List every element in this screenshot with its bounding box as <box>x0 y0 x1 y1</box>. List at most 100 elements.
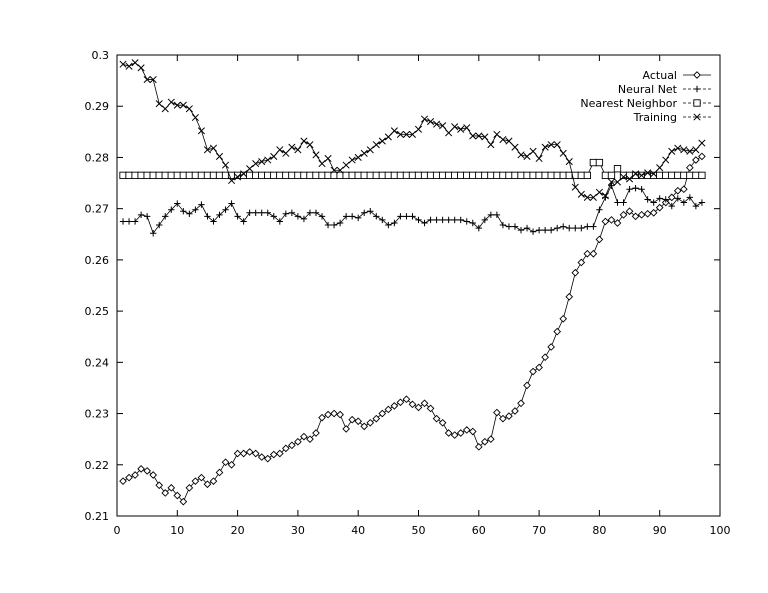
data-point-nearest-neighbor <box>348 171 356 180</box>
data-point-training <box>619 173 628 181</box>
data-point-training <box>469 132 477 140</box>
data-point-training <box>632 170 640 178</box>
data-point-neural-net <box>246 209 253 216</box>
x-tick-label: 100 <box>710 524 731 537</box>
data-point-training <box>179 101 187 109</box>
data-point-neural-net <box>300 215 308 223</box>
data-point-training <box>427 118 435 126</box>
data-point-actual <box>251 449 260 458</box>
data-point-actual <box>360 422 369 431</box>
data-point-training <box>638 171 646 179</box>
data-point-actual <box>438 418 447 427</box>
data-point-neural-net <box>698 199 706 206</box>
data-point-neural-net <box>608 182 615 189</box>
data-point-training <box>475 132 483 140</box>
data-point-training <box>185 105 193 113</box>
data-point-neural-net <box>149 230 157 237</box>
data-point-actual <box>173 491 182 500</box>
data-point-actual <box>282 444 290 453</box>
data-point-nearest-neighbor <box>469 171 477 180</box>
data-point-neural-net <box>463 218 470 225</box>
data-point-training <box>258 157 266 166</box>
data-point-actual <box>487 435 495 444</box>
legend-marker-actual <box>693 71 701 79</box>
data-point-neural-net <box>294 213 302 220</box>
data-point-training <box>252 160 260 168</box>
data-point-nearest-neighbor <box>306 171 314 180</box>
data-point-neural-net <box>288 209 296 216</box>
y-tick-label: 0.3 <box>92 49 110 62</box>
x-tick-label: 60 <box>472 524 486 537</box>
data-point-actual <box>390 402 399 410</box>
data-point-actual <box>535 363 543 372</box>
data-point-training <box>577 190 585 198</box>
data-point-neural-net <box>547 226 555 234</box>
data-point-neural-net <box>626 186 633 193</box>
data-point-actual <box>565 292 574 301</box>
data-point-actual <box>426 404 435 413</box>
data-point-training <box>662 156 670 164</box>
data-point-training <box>481 133 489 141</box>
data-point-training <box>125 62 133 70</box>
data-point-training <box>228 176 236 185</box>
data-point-nearest-neighbor <box>246 171 254 180</box>
data-point-actual <box>505 412 513 420</box>
data-point-actual <box>348 415 357 424</box>
data-point-actual <box>643 209 652 218</box>
data-point-neural-net <box>342 213 350 220</box>
data-point-nearest-neighbor <box>402 171 411 180</box>
data-point-actual <box>161 489 170 497</box>
x-tick-label: 80 <box>592 524 606 537</box>
data-point-nearest-neighbor <box>445 171 453 180</box>
data-point-neural-net <box>511 223 519 230</box>
data-point-neural-net <box>692 202 700 210</box>
data-point-actual <box>698 152 706 161</box>
data-point-actual <box>583 249 592 258</box>
series-line-neural-net <box>123 184 703 235</box>
data-point-neural-net <box>174 200 181 207</box>
data-point-actual <box>649 208 658 217</box>
data-point-neural-net <box>180 208 187 215</box>
data-point-nearest-neighbor <box>692 171 700 180</box>
data-point-nearest-neighbor <box>288 171 296 180</box>
data-point-training <box>565 157 573 166</box>
data-point-training <box>378 137 386 145</box>
data-point-neural-net <box>566 224 573 232</box>
data-point-nearest-neighbor <box>432 171 441 180</box>
data-point-neural-net <box>348 213 356 220</box>
data-point-neural-net <box>210 218 217 225</box>
data-point-actual <box>402 395 411 404</box>
data-point-training <box>433 120 441 128</box>
legend-label-neural-net: Neural Net <box>618 83 678 96</box>
data-point-actual <box>462 426 471 434</box>
data-point-nearest-neighbor <box>360 171 368 180</box>
data-point-neural-net <box>668 202 675 210</box>
data-point-neural-net <box>632 184 639 192</box>
data-point-nearest-neighbor <box>487 171 495 180</box>
data-point-training <box>197 127 205 135</box>
data-point-training <box>203 146 212 154</box>
data-point-training <box>167 98 175 106</box>
data-point-training <box>342 161 350 169</box>
data-point-training <box>692 146 700 154</box>
data-point-training <box>330 166 338 174</box>
data-point-neural-net <box>541 226 549 234</box>
data-point-nearest-neighbor <box>221 171 230 180</box>
data-point-neural-net <box>403 213 410 220</box>
data-point-neural-net <box>330 221 338 229</box>
x-tick-label: 50 <box>412 524 426 537</box>
data-point-training <box>131 59 139 67</box>
data-point-actual <box>673 186 682 195</box>
data-point-neural-net <box>469 219 476 227</box>
y-tick-label: 0.23 <box>85 408 110 421</box>
data-point-training <box>674 144 682 152</box>
data-point-training <box>384 133 392 141</box>
data-point-actual <box>197 473 206 482</box>
data-point-neural-net <box>240 218 247 225</box>
data-point-training <box>306 141 314 149</box>
x-tick-label: 0 <box>114 524 121 537</box>
data-point-nearest-neighbor <box>475 171 483 180</box>
data-point-training <box>613 178 622 186</box>
